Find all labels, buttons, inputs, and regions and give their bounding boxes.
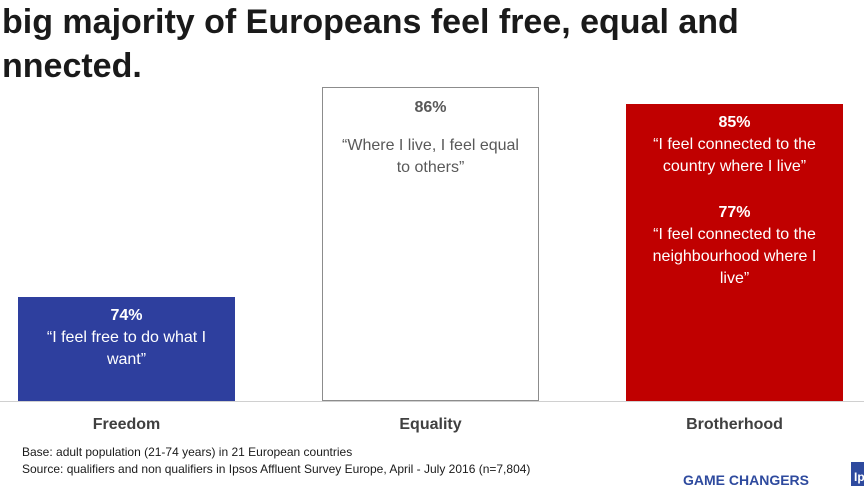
brotherhood-box: 85% “I feel connected to the country whe… <box>626 104 843 401</box>
percent: 86% <box>414 99 447 116</box>
percent: 85% <box>718 114 751 131</box>
quote: “I feel connected to the country where I… <box>653 136 816 175</box>
percent: 74% <box>110 307 143 324</box>
percent: 77% <box>718 204 751 221</box>
title-line: big majority of Europeans feel free, equ… <box>2 3 739 41</box>
freedom-box: 74% “I feel free to do what I want” <box>18 297 235 401</box>
footnote: Base: adult population (21-74 years) in … <box>22 445 353 459</box>
title-line: nnected. <box>2 47 142 85</box>
brand: GAME CHANGERS <box>683 472 810 486</box>
category-label: Equality <box>399 416 462 433</box>
quote: “I feel free to do what I want” <box>46 329 207 368</box>
quote: “Where I live, I feel equal to others” <box>342 137 519 176</box>
baseline <box>0 401 864 402</box>
equality-box: 86% “Where I live, I feel equal to other… <box>322 87 539 401</box>
quote: “I feel connected to the neighbourhood w… <box>652 226 817 287</box>
category-label: Brotherhood <box>686 416 783 433</box>
logo: Ip <box>851 462 864 486</box>
footnote: Source: qualifiers and non qualifiers in… <box>22 462 531 476</box>
category-label: Freedom <box>92 416 161 433</box>
